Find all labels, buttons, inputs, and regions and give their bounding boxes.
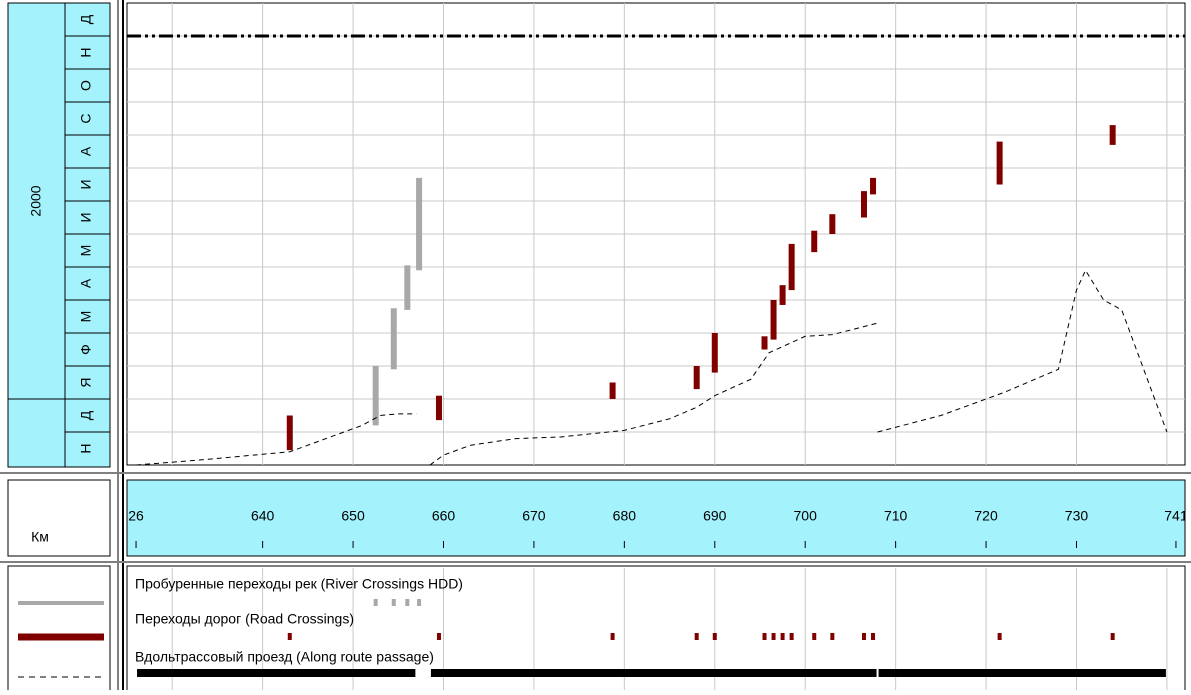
axis-label-panel xyxy=(7,479,111,557)
month-label: А xyxy=(78,278,94,288)
crossing-tick xyxy=(812,633,817,640)
crossing-bar xyxy=(996,141,1003,185)
crossing-tick xyxy=(417,599,422,606)
axis-panel xyxy=(126,479,1186,557)
plot xyxy=(127,3,1185,465)
crossing-bar xyxy=(609,382,616,399)
month-label: М xyxy=(78,311,94,323)
month-label: О xyxy=(78,80,94,91)
crossing-tick xyxy=(1110,633,1115,640)
legend-label: Вдольтрассовый проезд (Along route passa… xyxy=(135,649,434,665)
route-strip xyxy=(878,669,1166,677)
crossing-bar xyxy=(711,333,718,373)
legend-key-panel xyxy=(7,565,111,695)
month-label: Н xyxy=(78,47,94,57)
month-label: Ф xyxy=(78,344,94,355)
crossing-bar xyxy=(779,285,786,305)
crossing-tick xyxy=(871,633,876,640)
x-tick-label: 26 xyxy=(128,508,144,524)
month-label: Д xyxy=(78,410,94,420)
x-tick-label: 710 xyxy=(884,508,908,524)
crossing-bar xyxy=(693,366,700,390)
route-strip xyxy=(430,669,877,677)
crossing-tick xyxy=(405,599,410,606)
route-strip xyxy=(137,669,416,677)
route-line xyxy=(877,269,1168,433)
year-label: 2000 xyxy=(28,185,44,216)
route-line xyxy=(429,322,878,465)
legend-label: Переходы дорог (Road Crossings) xyxy=(135,611,354,627)
month-label: М xyxy=(78,245,94,257)
crossing-tick xyxy=(391,599,396,606)
x-tick-label: 741 xyxy=(1164,508,1188,524)
legend-label: Пробуренные переходы рек (River Crossing… xyxy=(135,576,463,592)
crossing-tick xyxy=(830,633,835,640)
x-tick-label: 690 xyxy=(703,508,727,524)
month-label: Д xyxy=(78,14,94,24)
crossing-tick xyxy=(762,633,767,640)
month-axis: Н Д Я Ф М А М И И А С О Н Д 2000 xyxy=(8,14,110,454)
crossing-tick xyxy=(780,633,785,640)
crossing-bar xyxy=(404,265,411,310)
route-line xyxy=(136,413,417,465)
month-label: И xyxy=(78,179,94,189)
crossing-bar xyxy=(435,395,442,421)
legend: Пробуренные переходы рек (River Crossing… xyxy=(135,568,1168,690)
crossing-bar xyxy=(770,300,777,340)
x-tick-label: 670 xyxy=(522,508,546,524)
crossing-tick xyxy=(610,633,615,640)
crossing-bar xyxy=(1109,125,1116,145)
x-tick-label: 700 xyxy=(794,508,818,524)
crossing-bar xyxy=(390,308,397,370)
crossing-bar xyxy=(870,177,877,195)
crossing-bar xyxy=(811,230,818,253)
crossing-bar xyxy=(788,243,795,291)
crossing-tick xyxy=(789,633,794,640)
month-label: И xyxy=(78,212,94,222)
crossing-tick xyxy=(997,633,1002,640)
x-tick-label: 730 xyxy=(1065,508,1089,524)
x-tick-label: 650 xyxy=(341,508,365,524)
crossing-bar xyxy=(761,336,768,350)
crossing-tick xyxy=(712,633,717,640)
crossing-tick xyxy=(436,633,441,640)
x-tick-label: 680 xyxy=(613,508,637,524)
x-tick-label: 720 xyxy=(974,508,998,524)
x-tick-label: 640 xyxy=(251,508,275,524)
month-label: Я xyxy=(78,377,94,387)
x-axis: 26 640 650 660 670 680 690 700 710 720 730 741 xyxy=(128,508,1188,548)
crossing-bar xyxy=(286,415,293,451)
month-label: Н xyxy=(78,443,94,453)
crossing-tick xyxy=(287,633,292,640)
x-axis-label: Км xyxy=(31,529,49,545)
crossing-tick xyxy=(373,599,378,606)
crossing-bar xyxy=(416,177,423,271)
crossing-bar xyxy=(372,366,379,426)
crossing-tick xyxy=(694,633,699,640)
crossing-tick xyxy=(771,633,776,640)
month-label: С xyxy=(78,113,94,123)
crossing-bar xyxy=(829,214,836,234)
x-tick-label: 660 xyxy=(432,508,456,524)
crossing-bar xyxy=(860,191,867,218)
crossing-tick xyxy=(861,633,866,640)
month-label: А xyxy=(78,146,94,156)
month-panel xyxy=(7,2,111,468)
